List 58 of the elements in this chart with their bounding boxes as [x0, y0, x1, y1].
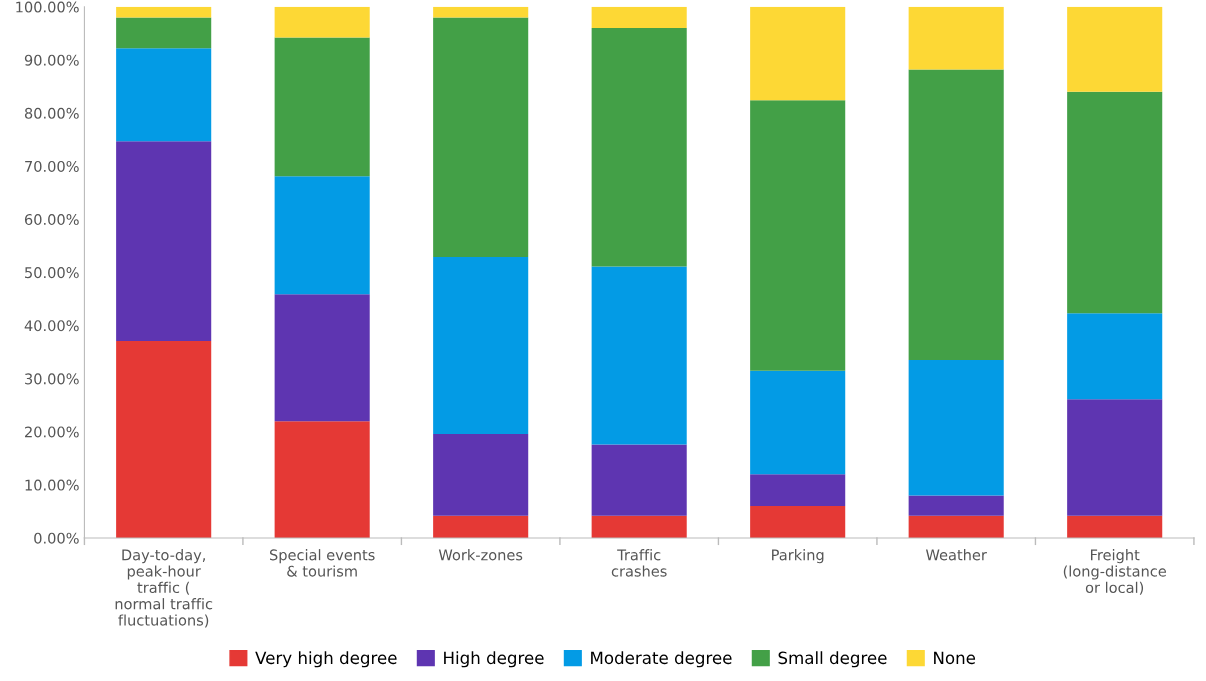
bar — [1067, 399, 1163, 516]
bar — [433, 433, 529, 516]
x-tick-label: Special events & tourism — [269, 549, 375, 577]
bar — [591, 28, 687, 267]
bar — [908, 495, 1004, 516]
bar — [908, 515, 1004, 538]
bar — [116, 340, 212, 538]
bar — [116, 141, 212, 341]
bar — [274, 176, 370, 295]
y-tick-label: 50.00% — [25, 267, 79, 279]
legend-label: High degree — [444, 651, 544, 668]
bar — [750, 370, 846, 475]
y-tick-label: 80.00% — [24, 107, 79, 119]
bar — [908, 6, 1004, 70]
x-tick-label: Work-zones — [438, 549, 523, 561]
y-tick-label: 0.00% — [34, 532, 79, 544]
y-tick-label: 100.00% — [16, 1, 79, 13]
legend-label: Small degree — [778, 651, 887, 668]
bar — [274, 37, 370, 177]
legend-label: Very high degree — [255, 651, 397, 668]
bar — [908, 69, 1004, 361]
bar — [908, 360, 1004, 496]
bar — [591, 444, 687, 516]
bar — [1067, 313, 1163, 400]
bar — [116, 17, 212, 49]
legend-label: Moderate degree — [591, 651, 732, 668]
y-tick-label: 10.00% — [25, 479, 79, 491]
bar — [433, 257, 529, 434]
bar — [750, 474, 846, 507]
bar — [116, 48, 212, 142]
y-tick-label: 40.00% — [24, 320, 79, 332]
x-tick-label: Traffic crashes — [611, 549, 667, 577]
bar — [750, 506, 846, 538]
bar — [1067, 515, 1163, 538]
bar — [1067, 91, 1163, 314]
x-tick-label: Weather — [925, 549, 987, 561]
y-tick-label: 30.00% — [25, 373, 79, 385]
bar — [433, 6, 529, 18]
bar — [116, 6, 212, 18]
y-tick-label: 70.00% — [25, 160, 79, 172]
y-tick-label: 20.00% — [25, 426, 79, 438]
bar — [274, 421, 370, 538]
bar — [274, 294, 370, 422]
x-tick-label: Freight (long-distance or local) — [1063, 549, 1167, 595]
y-tick-label: 90.00% — [24, 54, 79, 66]
y-tick-label: 60.00% — [24, 214, 79, 226]
bar — [591, 515, 687, 538]
bar — [591, 266, 687, 445]
bar — [591, 6, 687, 29]
legend-label: None — [934, 651, 976, 665]
bar — [433, 515, 529, 538]
bar — [1067, 6, 1163, 92]
bar — [274, 6, 370, 38]
bar — [750, 100, 846, 371]
x-tick-label: Day-to-day, peak-hour traffic ( normal traffic fluctuations) — [115, 549, 213, 628]
bar — [433, 17, 529, 257]
x-tick-label: Parking — [772, 549, 824, 564]
bar — [750, 6, 846, 101]
